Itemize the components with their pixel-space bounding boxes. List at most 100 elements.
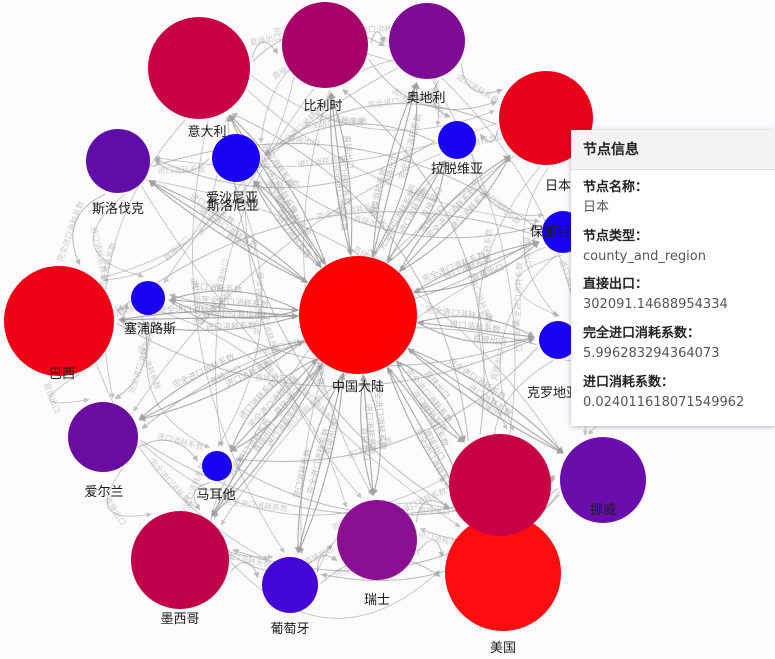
graph-edge	[169, 299, 299, 319]
graph-node[interactable]	[445, 515, 561, 631]
graph-edge	[146, 315, 210, 448]
graph-edge	[117, 211, 540, 311]
graph-edge-label: 直接出口	[255, 372, 287, 383]
graph-edge	[395, 360, 465, 443]
graph-edge	[230, 561, 441, 619]
graph-edge	[230, 358, 318, 452]
graph-edge	[118, 310, 299, 323]
graph-node[interactable]	[539, 321, 577, 359]
graph-edge-label: 进口消耗系数	[89, 225, 109, 274]
graph-node[interactable]	[131, 511, 229, 609]
graph-edge	[342, 89, 485, 435]
graph-edge	[102, 175, 218, 283]
graph-node[interactable]	[499, 71, 593, 165]
graph-edge	[193, 482, 211, 511]
graph-edge	[418, 539, 445, 558]
graph-edge	[317, 554, 338, 571]
graph-node[interactable]	[337, 500, 417, 580]
graph-edge-label: 完全进口消耗系数	[224, 496, 289, 514]
graph-edge	[362, 374, 381, 496]
graph-edge	[372, 82, 418, 257]
graph-node[interactable]	[389, 3, 465, 79]
graph-node[interactable]	[299, 256, 417, 374]
graph-edge	[92, 193, 144, 278]
graph-edge	[169, 290, 299, 311]
graph-edge-label: 进口消耗系数	[157, 164, 205, 175]
tooltip-row-key: 完全进口消耗系数：	[583, 325, 701, 341]
graph-edge	[163, 67, 398, 284]
tooltip-row: 进口消耗系数： 0.024011618071549962	[583, 373, 763, 413]
graph-edge-label: 直接出口	[418, 505, 450, 516]
graph-node[interactable]	[148, 17, 250, 119]
graph-edge	[138, 340, 305, 421]
graph-edge	[103, 118, 186, 399]
graph-node[interactable]	[262, 557, 318, 613]
tooltip-row: 节点名称： 日本	[583, 178, 763, 218]
graph-edge-label: 完全进口消耗系数	[158, 303, 227, 315]
graph-edge	[148, 180, 308, 284]
graph-edge	[396, 360, 465, 443]
graph-edge	[417, 321, 535, 344]
graph-edge-label: 直接出口	[510, 319, 524, 352]
graph-edge-label: 直接出口	[202, 309, 236, 321]
graph-node[interactable]	[438, 121, 476, 159]
graph-edge	[192, 120, 285, 553]
graph-edge-label: 直接出口	[358, 427, 372, 462]
graph-node[interactable]	[282, 2, 368, 88]
graph-edge	[327, 91, 352, 256]
graph-node[interactable]	[560, 437, 646, 523]
graph-edge	[413, 241, 540, 294]
graph-edge-label: 直接出口	[287, 133, 320, 148]
graph-edge	[140, 185, 461, 528]
graph-edge-label: 完全进口消耗系数	[252, 271, 266, 335]
graph-edge	[230, 358, 318, 452]
graph-node[interactable]	[4, 266, 114, 376]
graph-edge	[235, 347, 538, 463]
graph-edge	[215, 88, 315, 448]
graph-edge	[262, 163, 539, 239]
graph-edge	[253, 180, 322, 269]
graph-edge	[297, 372, 346, 554]
graph-edge	[49, 373, 90, 404]
graph-node[interactable]	[202, 451, 232, 481]
graph-edge	[100, 77, 295, 280]
graph-edge	[398, 155, 511, 272]
graph-edge	[230, 561, 260, 579]
tooltip-row-key: 节点名称：	[583, 180, 649, 195]
graph-edge-label: 直接出口	[488, 348, 505, 381]
graph-edge-label: 直接出口	[340, 134, 355, 169]
graph-edge	[472, 153, 544, 219]
tooltip-row-value: 5.996283294364073	[583, 346, 720, 362]
graph-edge	[160, 311, 348, 508]
node-info-tooltip: 节点信息 节点名称： 日本 节点类型： county_and_region 直接出口： 3…	[571, 130, 775, 427]
graph-edge-label: 进口消耗系数	[191, 281, 243, 296]
graph-edge	[247, 89, 540, 224]
graph-node[interactable]	[68, 402, 138, 472]
graph-edge	[264, 103, 497, 155]
graph-edge-label: 直接出口	[237, 309, 272, 323]
graph-edge	[72, 193, 107, 266]
graph-nodes[interactable]	[4, 2, 646, 631]
graph-edge	[154, 140, 436, 189]
graph-edge	[148, 180, 308, 284]
graph-edge	[372, 82, 421, 258]
graph-edge	[460, 63, 503, 95]
tooltip-row: 完全进口消耗系数： 5.996283294364073	[583, 324, 763, 364]
tooltip-row-value: county_and_region	[583, 248, 706, 264]
graph-edge	[415, 500, 450, 523]
graph-node[interactable]	[212, 134, 260, 182]
graph-edge	[417, 315, 535, 338]
tooltip-row: 节点类型： county_and_region	[583, 227, 763, 267]
graph-node[interactable]	[131, 281, 165, 315]
graph-edge	[139, 441, 445, 516]
graph-node[interactable]	[449, 434, 551, 536]
graph-edge	[523, 166, 558, 317]
graph-edge	[225, 115, 472, 522]
graph-edge-label: 完全进口消耗系数	[54, 199, 86, 263]
graph-edge-label: 完全进口消耗系数	[512, 262, 525, 326]
graph-edge	[169, 299, 299, 314]
graph-node[interactable]	[86, 129, 150, 193]
tooltip-row: 直接出口： 302091.14688954334	[583, 275, 763, 315]
